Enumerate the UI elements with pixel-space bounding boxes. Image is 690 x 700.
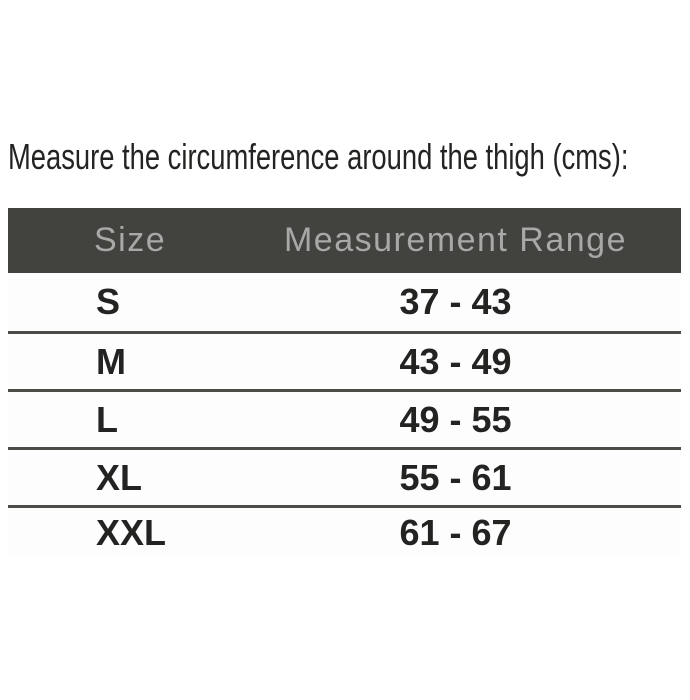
table-header-row: Size Measurement Range	[8, 208, 681, 273]
size-cell: S	[96, 281, 121, 322]
table-row: S 37 - 43	[8, 273, 681, 331]
column-header-size: Size	[94, 221, 167, 259]
range-cell: 61 - 67	[399, 511, 512, 553]
range-cell: 55 - 61	[399, 456, 512, 498]
range-cell: 37 - 43	[399, 281, 512, 322]
range-cell: 49 - 55	[399, 398, 512, 440]
size-cell: XXL	[96, 511, 167, 553]
page-title: Measure the circumference around the thi…	[8, 136, 629, 177]
table-row: M 43 - 49	[8, 331, 681, 389]
size-table: Size Measurement Range S 37 - 43 M 43 - …	[8, 208, 681, 557]
range-cell: 43 - 49	[399, 340, 512, 382]
column-header-measurement-range: Measurement Range	[283, 221, 627, 259]
size-cell: M	[96, 340, 126, 382]
size-cell: XL	[96, 456, 143, 498]
table-row: XXL 61 - 67	[8, 505, 681, 557]
table-row: L 49 - 55	[8, 389, 681, 447]
size-cell: L	[96, 398, 118, 440]
table-row: XL 55 - 61	[8, 447, 681, 505]
